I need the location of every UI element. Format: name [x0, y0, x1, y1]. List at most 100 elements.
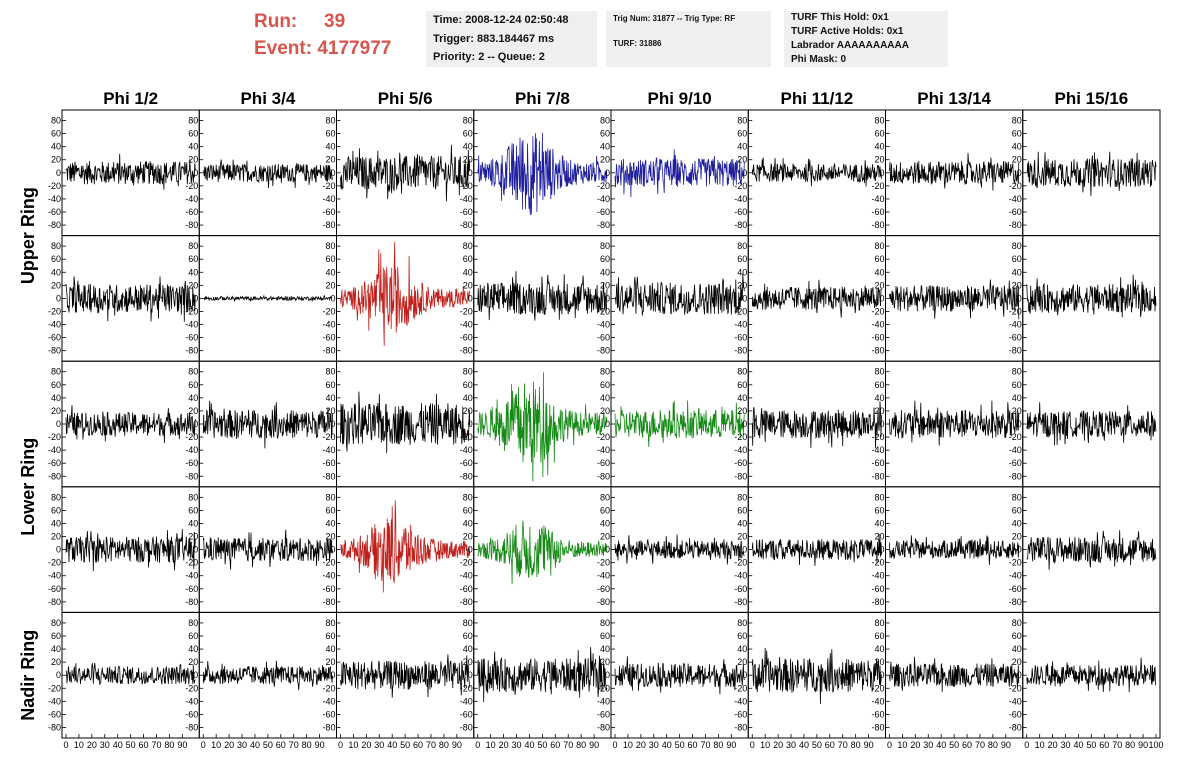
y-tick-label: 80 — [51, 618, 61, 628]
y-tick-label: 60 — [600, 631, 610, 641]
y-tick-label: -40 — [734, 320, 747, 330]
waveform-trace — [1026, 530, 1157, 570]
y-tick-label: -80 — [597, 220, 610, 230]
y-tick-label: 0 — [742, 293, 747, 303]
ring-label: Upper Ring — [18, 187, 38, 284]
y-tick-label: -80 — [185, 346, 198, 356]
y-tick-label: 40 — [600, 142, 610, 152]
y-tick-label: -60 — [597, 207, 610, 217]
y-tick-label: -20 — [597, 306, 610, 316]
x-tick-label: 30 — [512, 740, 522, 750]
waveform-trace — [889, 656, 1020, 692]
y-tick-label: -20 — [185, 181, 198, 191]
waveform-trace — [614, 149, 745, 198]
run-event-block: Run: 39 Event: 4177977 — [254, 8, 391, 62]
y-tick-label: -80 — [460, 722, 473, 732]
y-tick-label: 80 — [600, 492, 610, 502]
y-tick-label: 20 — [600, 532, 610, 542]
x-tick-label: 90 — [589, 740, 599, 750]
y-tick-label: -40 — [734, 696, 747, 706]
column-header: Phi 7/8 — [515, 89, 570, 108]
y-tick-label: -60 — [597, 333, 610, 343]
x-tick-label: 80 — [713, 740, 723, 750]
y-tick-label: -20 — [460, 181, 473, 191]
y-tick-label: -20 — [48, 432, 61, 442]
x-tick-label: 70 — [426, 740, 436, 750]
y-tick-label: -80 — [322, 471, 335, 481]
y-tick-label: 20 — [1012, 657, 1022, 667]
panel-frame — [336, 235, 475, 362]
y-tick-label: 20 — [1012, 406, 1022, 416]
y-tick-label: -60 — [322, 709, 335, 719]
y-tick-label: 60 — [874, 631, 884, 641]
waveform-trace — [340, 391, 471, 454]
x-tick-label: 90 — [726, 740, 736, 750]
y-tick-label: 80 — [600, 618, 610, 628]
y-tick-label: 60 — [1012, 254, 1022, 264]
y-tick-label: -20 — [871, 181, 884, 191]
y-tick-label: -20 — [597, 683, 610, 693]
y-tick-label: -40 — [597, 571, 610, 581]
waveform-trace — [65, 276, 196, 322]
y-tick-label: -60 — [871, 458, 884, 468]
y-tick-label: 60 — [188, 129, 198, 139]
y-tick-label: -60 — [322, 333, 335, 343]
y-tick-label: -60 — [597, 709, 610, 719]
y-tick-label: -20 — [734, 432, 747, 442]
y-tick-label: -80 — [871, 471, 884, 481]
y-tick-label: 20 — [1012, 280, 1022, 290]
y-tick-label: 0 — [330, 168, 335, 178]
x-tick-label: 20 — [1048, 740, 1058, 750]
y-tick-label: 20 — [737, 280, 747, 290]
panel-frame — [336, 486, 475, 613]
y-tick-label: 40 — [463, 644, 473, 654]
x-tick-label: 60 — [413, 740, 423, 750]
y-tick-label: 60 — [874, 505, 884, 515]
y-tick-label: 40 — [325, 393, 335, 403]
y-tick-label: 40 — [1012, 267, 1022, 277]
y-tick-label: -40 — [734, 194, 747, 204]
waveform-trace — [202, 529, 333, 570]
event-label: Event: — [254, 38, 313, 59]
y-tick-label: 80 — [600, 116, 610, 126]
y-tick-label: 0 — [193, 670, 198, 680]
y-tick-label: -80 — [185, 471, 198, 481]
run-line: Run: 39 — [254, 8, 391, 35]
y-tick-label: 60 — [600, 380, 610, 390]
x-tick-label: 0 — [475, 740, 480, 750]
x-tick-label: 70 — [700, 740, 710, 750]
y-tick-label: 0 — [605, 545, 610, 555]
y-tick-label: -60 — [185, 709, 198, 719]
y-tick-label: -80 — [48, 346, 61, 356]
x-tick-label: 90 — [1138, 740, 1148, 750]
y-tick-label: 40 — [463, 267, 473, 277]
x-tick-label: 20 — [773, 740, 783, 750]
waveform-trace — [202, 400, 333, 449]
x-tick-label: 90 — [864, 740, 874, 750]
y-tick-label: -20 — [734, 558, 747, 568]
y-tick-label: 20 — [737, 657, 747, 667]
turf-active-line: TURF Active Holds: 0x1 — [791, 26, 904, 37]
y-tick-label: 0 — [879, 293, 884, 303]
y-tick-label: -20 — [1009, 306, 1022, 316]
y-tick-label: -80 — [734, 471, 747, 481]
y-tick-label: 60 — [188, 254, 198, 264]
x-tick-label: 50 — [400, 740, 410, 750]
y-tick-label: 60 — [737, 254, 747, 264]
waveform-trace — [1026, 657, 1157, 693]
y-tick-label: -80 — [597, 346, 610, 356]
y-tick-label: -80 — [48, 220, 61, 230]
y-tick-label: 20 — [51, 657, 61, 667]
y-tick-label: -80 — [871, 220, 884, 230]
y-tick-label: -20 — [48, 683, 61, 693]
y-tick-label: -40 — [871, 445, 884, 455]
x-tick-label: 100 — [1148, 740, 1163, 750]
y-tick-label: 40 — [325, 518, 335, 528]
y-tick-label: 60 — [1012, 129, 1022, 139]
y-tick-label: -40 — [185, 696, 198, 706]
y-tick-label: 60 — [1012, 505, 1022, 515]
y-tick-label: 80 — [188, 116, 198, 126]
y-tick-label: 60 — [51, 505, 61, 515]
waveform-trace — [751, 279, 882, 318]
x-tick-label: 20 — [361, 740, 371, 750]
